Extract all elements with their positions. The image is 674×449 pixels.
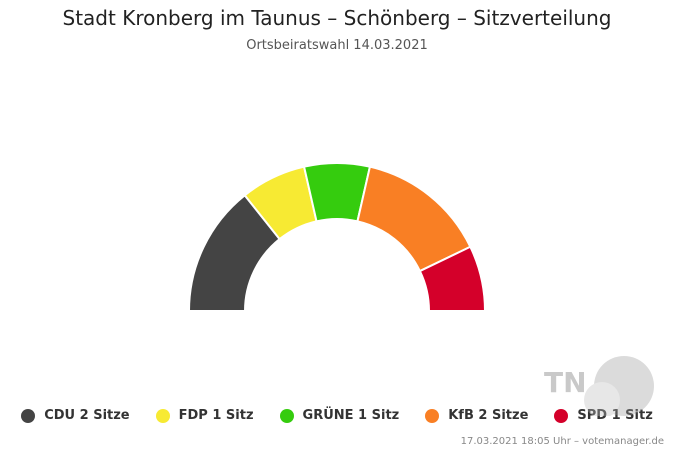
legend-swatch-gruene	[279, 408, 294, 423]
legend-label-gruene: GRÜNE 1 Sitz	[302, 408, 400, 423]
legend-label-spd: SPD 1 Sitz	[577, 408, 653, 423]
legend-swatch-kfb	[425, 408, 440, 423]
legend-item-fdp[interactable]: FDP 1 Sitz	[155, 408, 254, 423]
credits-link[interactable]: 17.03.2021 18:05 Uhr – votemanager.de	[460, 436, 664, 447]
legend-item-kfb[interactable]: KfB 2 Sitze	[425, 408, 528, 423]
seat-segment-spd[interactable]	[418, 245, 487, 312]
svg-text:TN: TN	[544, 366, 587, 399]
legend-label-fdp: FDP 1 Sitz	[178, 408, 254, 423]
chart-subtitle: Ortsbeiratswahl 14.03.2021	[246, 38, 428, 53]
legend-label-kfb: KfB 2 Sitze	[448, 408, 529, 423]
chart-legend: CDU 2 Sitze FDP 1 Sitz GRÜNE 1 Sitz KfB …	[0, 408, 674, 423]
legend-label-cdu: CDU 2 Sitze	[44, 408, 130, 423]
legend-item-cdu[interactable]: CDU 2 Sitze	[21, 408, 130, 423]
legend-swatch-cdu	[21, 408, 36, 423]
legend-item-spd[interactable]: SPD 1 Sitz	[554, 408, 653, 423]
legend-swatch-spd	[554, 408, 569, 423]
tn-watermark-logo: TN	[544, 356, 654, 416]
chart-title: Stadt Kronberg im Taunus – Schönberg – S…	[62, 6, 612, 30]
legend-item-gruene[interactable]: GRÜNE 1 Sitz	[279, 408, 400, 423]
parliament-chart	[187, 162, 487, 312]
legend-swatch-fdp	[155, 408, 170, 423]
